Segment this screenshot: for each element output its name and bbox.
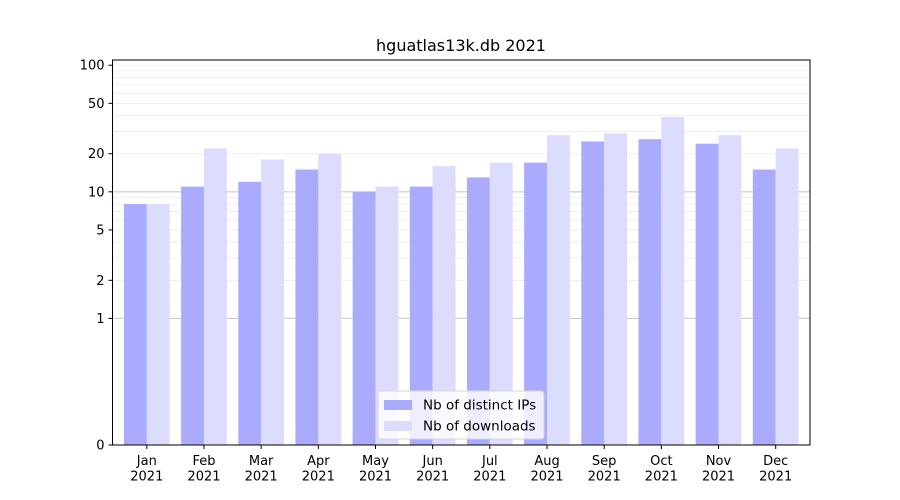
x-tick-label: Oct 2021 (645, 454, 678, 485)
x-tick-label: Aug 2021 (530, 454, 563, 485)
bar-ips (524, 162, 548, 445)
bar-ips (752, 169, 776, 445)
x-tick-label: Mar 2021 (245, 454, 278, 485)
bar-ips (409, 186, 433, 446)
y-tick-label: 1 (96, 312, 104, 327)
bar-downloads (604, 133, 628, 445)
legend: Nb of distinct IPs Nb of downloads (377, 390, 545, 440)
x-tick-label: Jan 2021 (130, 454, 163, 485)
bar-ips (695, 143, 719, 445)
legend-box (377, 390, 545, 440)
x-tick-label: May 2021 (359, 454, 392, 485)
bar-downloads (775, 148, 799, 445)
y-tick-label: 100 (80, 59, 105, 74)
legend-swatch (384, 421, 412, 431)
x-tick-label: Apr 2021 (302, 454, 335, 485)
bar-ips (295, 169, 319, 445)
plot-frame (112, 59, 811, 446)
y-tick-label: 20 (88, 147, 105, 162)
reference-lines (112, 191, 810, 319)
y-tick-label: 0 (96, 439, 104, 454)
bar-downloads (547, 135, 570, 445)
bar-ips (466, 177, 490, 446)
x-tick-label: Jul 2021 (473, 454, 506, 485)
bar-ips (123, 204, 147, 445)
bar-downloads (203, 148, 227, 445)
bar-downloads (146, 204, 170, 445)
x-axis: Jan 2021 Feb 2021 Mar 2021 Apr 2021 May 2021 Jun 20… (130, 445, 792, 485)
y-axis: 0 1 2 5 10 20 50 100 (80, 59, 113, 454)
bar-ips (581, 141, 605, 445)
bar-ips (638, 139, 662, 445)
bar-downloads (489, 162, 513, 445)
y-tick-label: 2 (96, 274, 104, 289)
y-tick-label: 5 (96, 223, 104, 238)
y-tick-label: 10 (88, 185, 105, 200)
x-tick-label: Nov 2021 (702, 454, 735, 485)
x-tick-label: Dec 2021 (759, 454, 792, 485)
x-tick-label: Jun 2021 (416, 454, 449, 485)
bar-downloads (318, 153, 342, 446)
bar-ips (238, 181, 262, 445)
legend-label: Nb of downloads (423, 419, 536, 435)
bar-downloads (261, 159, 285, 445)
y-tick-label: 50 (88, 97, 105, 112)
legend-label: Nb of distinct IPs (423, 398, 536, 414)
bar-downloads (375, 186, 399, 446)
bar-downloads (718, 135, 742, 445)
bar-downloads (661, 117, 685, 446)
x-tick-label: Sep 2021 (588, 454, 621, 485)
bars (123, 117, 799, 446)
bar-ips (181, 186, 204, 446)
legend-swatch (384, 400, 412, 410)
x-tick-label: Feb 2021 (187, 454, 220, 485)
bar-downloads (432, 165, 456, 446)
bar-ips (352, 191, 376, 445)
chart-title: hguatlas13k.db 2021 (376, 36, 546, 55)
